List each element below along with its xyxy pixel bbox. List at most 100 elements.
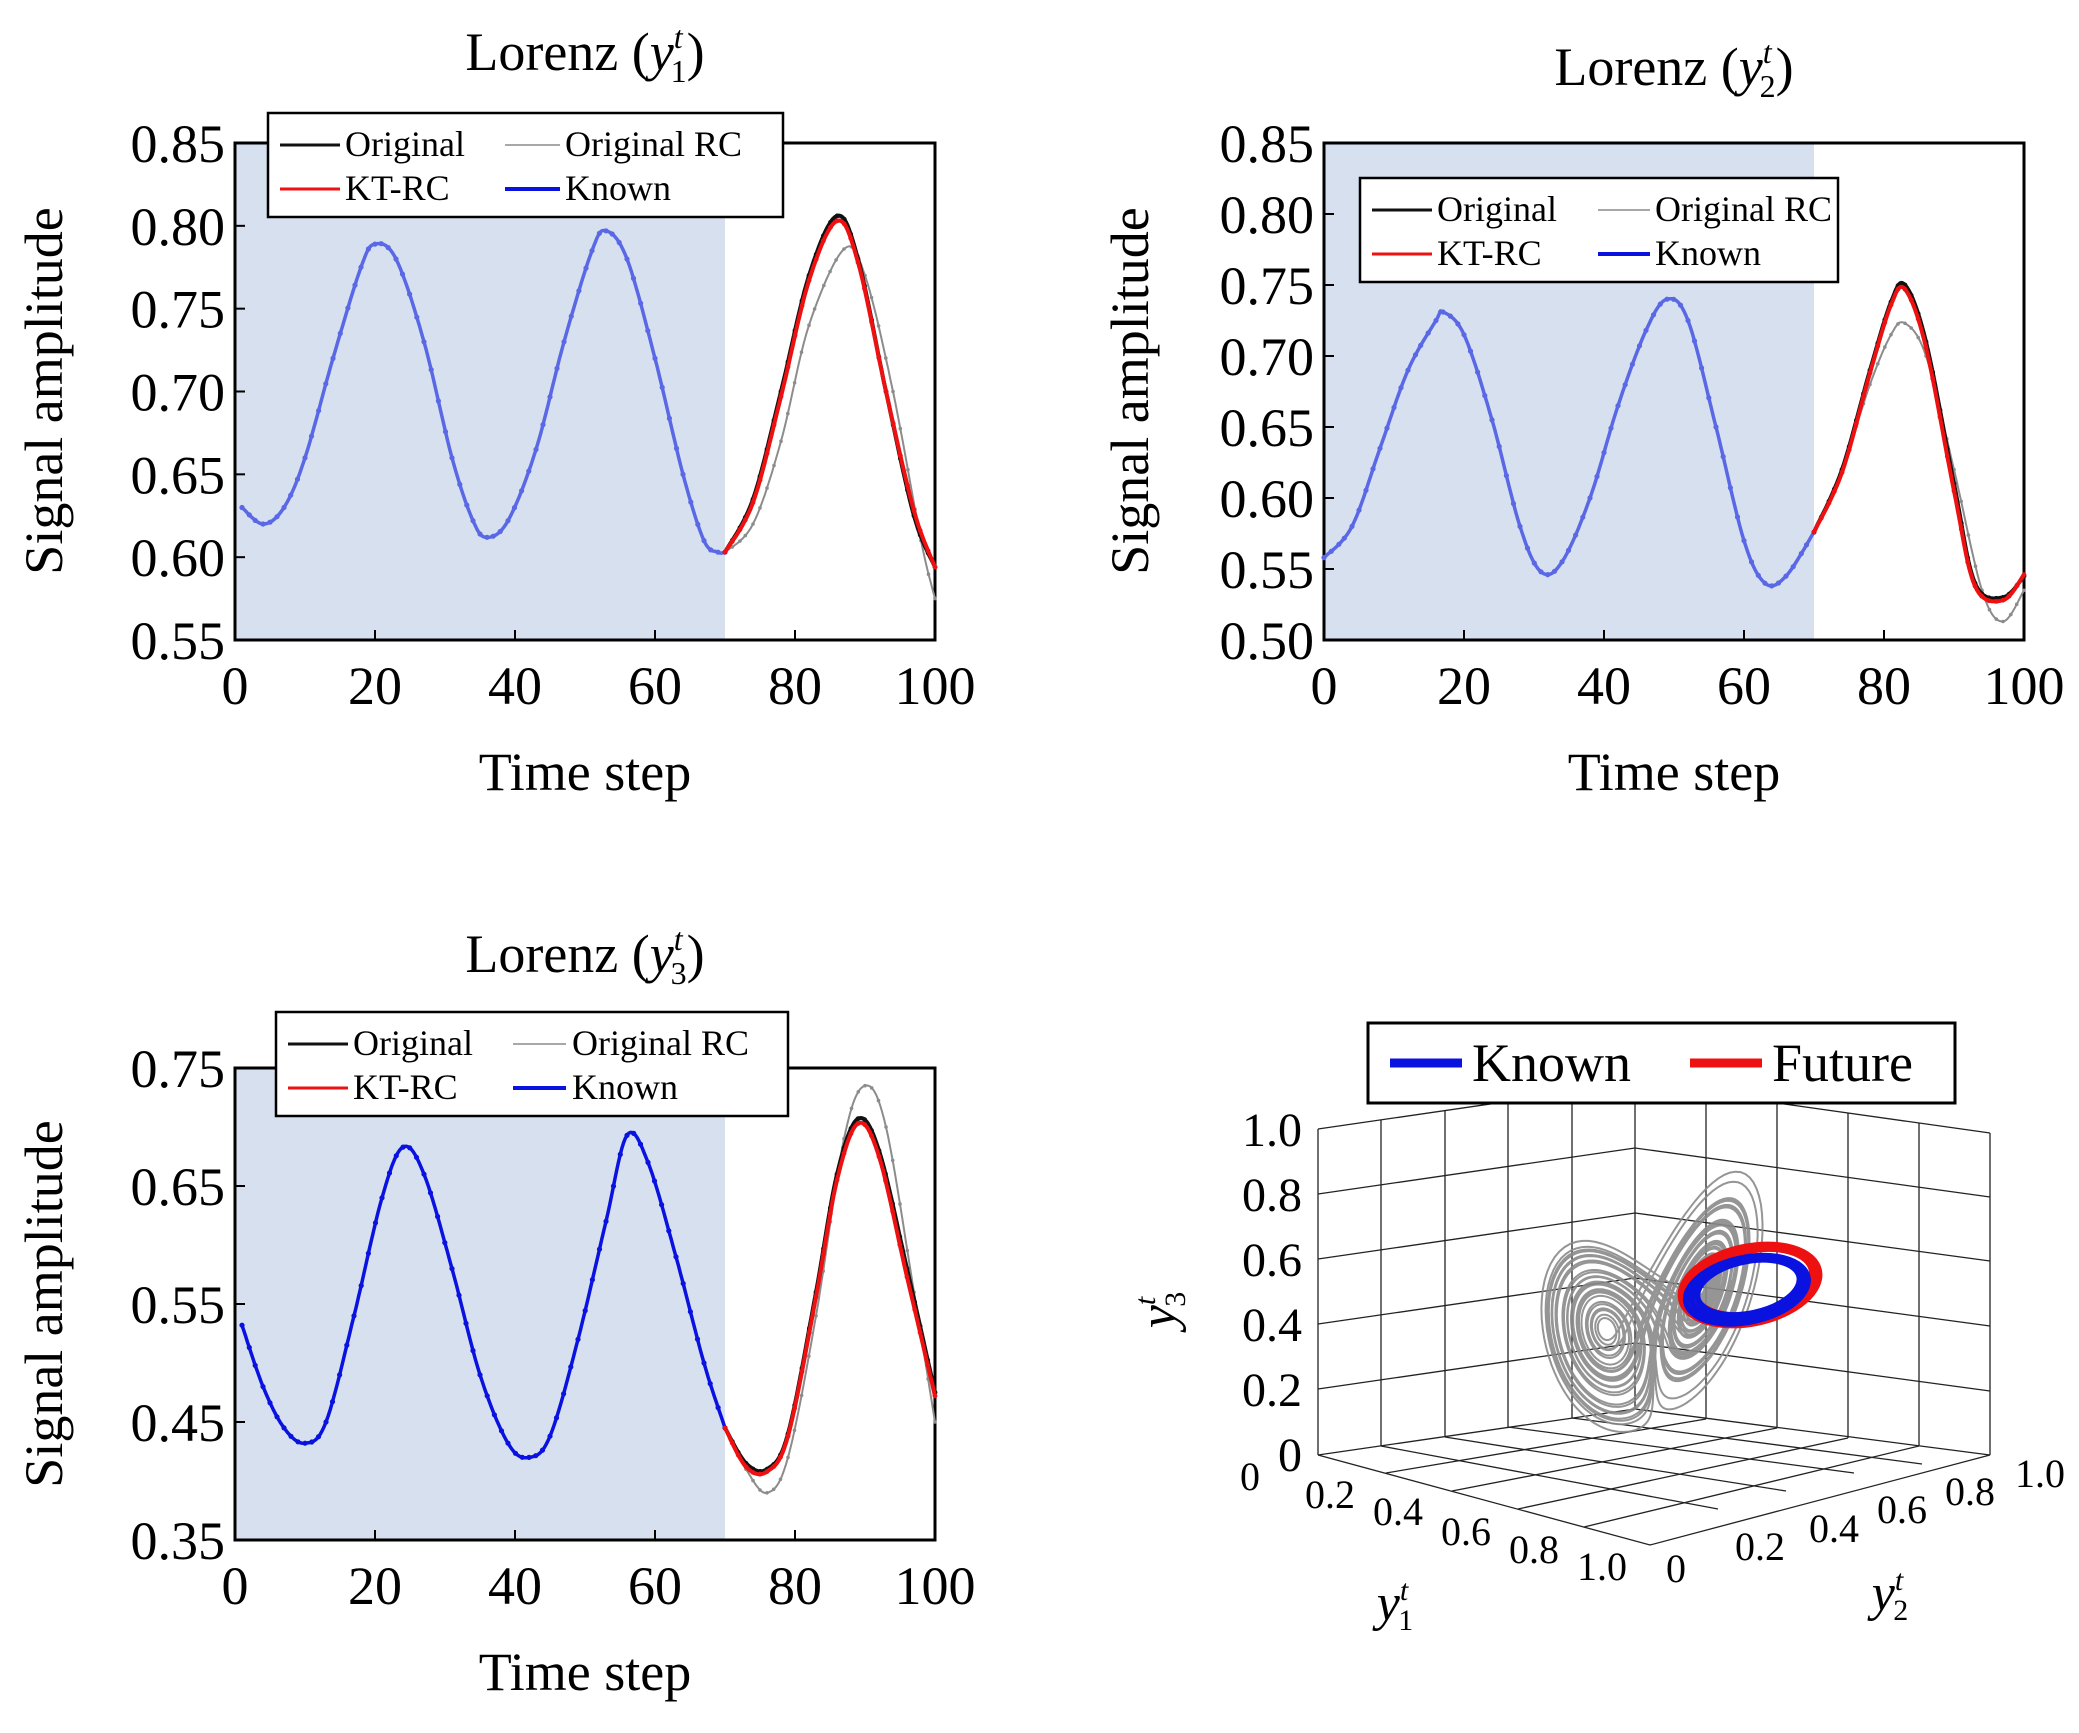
y-tick-label: 0.65 [131,1157,226,1217]
chart-title: Lorenz (yt 2) [1554,34,1793,104]
kt-rc-series-point [729,539,735,544]
kt-rc-series-point [2000,597,2006,603]
known-series-point [315,1434,322,1440]
original-series-line [723,1116,937,1474]
known-series-point [1664,296,1670,302]
kt-rc-series-point [743,1464,749,1470]
known-series-point [568,1364,574,1370]
known-series-point [1803,542,1810,548]
kt-rc-series-point [1811,529,1817,535]
y-tick-label: 0.75 [1220,256,1315,316]
original-rc-series-point [890,1158,895,1163]
known-series-point [637,1141,644,1147]
original-rc-series-point [849,1106,854,1111]
known-series-point [337,330,343,336]
original-rc-series-point [2009,612,2013,617]
kt-rc-series-point [890,1208,895,1214]
original-rc-series-point [933,596,937,601]
original-series-point [855,1116,861,1122]
known-series-point [1636,343,1643,349]
known-series-point [421,1171,427,1177]
known-series-point [344,1342,350,1348]
x-tick-label: 1.0 [1577,1544,1627,1589]
chart-title: Lorenz (yt 3) [465,921,704,991]
known-series-point [1748,559,1755,565]
known-series-point [695,521,701,528]
original-rc-series-point [799,1393,804,1398]
z-ticks: 1.0 0.8 0.6 0.4 0.2 0 [1242,1104,1302,1482]
known-series-point [1706,395,1712,401]
y-ticks: 0.50 0.55 0.60 0.65 0.70 0.75 0.80 0.85 [1220,114,1334,671]
known-series-point [260,521,266,527]
original-rc-series-point [898,426,903,431]
kt-rc-series-point [764,451,770,456]
kt-rc-series-line [723,1120,937,1477]
known-series-point [715,1405,721,1411]
legend-label-original: Original [345,124,465,164]
kt-rc-series-point [1861,394,1866,399]
x-tick-label: 100 [895,1556,976,1616]
kt-rc-series-point [806,1330,812,1335]
kt-rc-series-point [1867,370,1873,376]
plot-frame [1322,141,2026,642]
known-series-point [470,1348,476,1354]
x-tick-label: 80 [768,656,822,716]
known-series-point [511,505,518,511]
z-tick-label: 0.2 [1242,1364,1302,1417]
known-series-point [1643,327,1649,333]
x-tick-label: 0 [1240,1454,1260,1499]
original-rc-series-point [2014,602,2019,607]
known-series-point [288,1433,294,1439]
known-series-point [1336,541,1342,547]
x-tick-label: 0 [222,656,249,716]
known-series-point [345,305,351,311]
known-series-point [1691,338,1698,344]
y-axis-label: Signal amplitude [14,1120,74,1487]
known-series-point [351,1313,357,1319]
known-series-point [1551,568,1558,574]
x-tick-label: 100 [895,656,976,716]
known-series-point [547,394,553,400]
y-tick-label: 0.45 [131,1393,226,1453]
kt-rc-series-point [1875,343,1881,349]
known-series-point [687,1309,694,1315]
kt-rc-series-point [2006,593,2012,599]
kt-rc-series-point [737,527,743,533]
known-series-point [295,1439,301,1445]
x-axis-label: Time step [479,742,692,802]
original-rc-series-point [884,356,888,360]
original-rc-series-point [758,1488,762,1492]
legend-label-original: Original [353,1023,473,1063]
known-series-point [701,538,707,544]
known-series-point [1467,348,1474,354]
known-series-point [484,1393,490,1399]
known-series-point [652,355,658,361]
kt-rc-series-line [1812,284,2026,604]
kt-rc-series-point [862,286,867,291]
known-series-point [302,1440,308,1446]
known-series-point [1377,445,1383,451]
known-series-point [1356,507,1362,513]
kt-rc-series-point [855,1121,861,1126]
known-series-point [582,1308,588,1314]
x-tick-label: 60 [1717,656,1771,716]
y-tick-label: 0.75 [131,280,226,340]
x-tick-label: 80 [1857,656,1911,716]
known-series-point [372,241,378,247]
known-series-point [1755,572,1761,578]
known-series-point [519,1454,525,1460]
panel-3d-attractor: 1.0 0.8 0.6 0.4 0.2 0 0 0.2 0.4 0.6 0.8 … [1129,1021,2065,1637]
kt-rc-series-point [862,1122,868,1127]
kt-rc-series-point [828,224,833,230]
x-tick-label: 20 [348,1556,402,1616]
kt-rc-series-point [1923,345,1929,350]
original-rc-series-line [724,245,936,599]
known-series-point [1475,369,1481,375]
known-series-point [630,275,637,281]
known-series-point [617,1151,623,1157]
known-series-point [330,355,336,361]
kt-rc-series-point [1915,316,1921,322]
kt-rc-series-point [1854,420,1859,426]
kt-rc-series-point [890,421,896,426]
kt-rc-series-point [813,1294,819,1300]
